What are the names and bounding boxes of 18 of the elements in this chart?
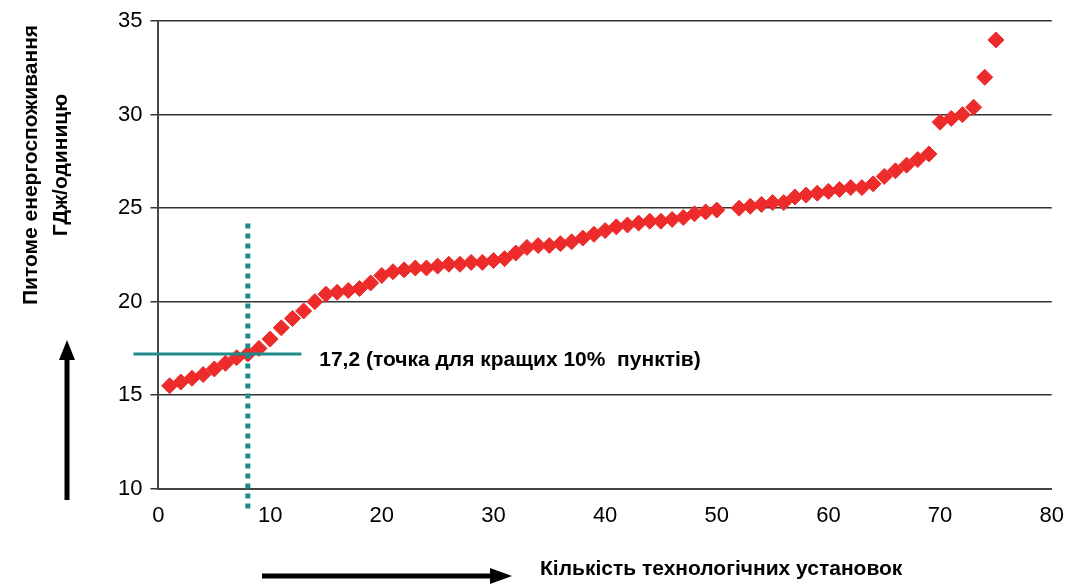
x-tick-label: 40 (592, 501, 618, 527)
ref-line-label: 17,2 (точка для кращих 10% пунктів) (319, 346, 701, 370)
x-tick-label: 60 (816, 501, 841, 527)
x-tick-label: 0 (152, 501, 165, 527)
y-tick-label: 15 (117, 381, 143, 407)
y-axis-title: Питоме енергоспоживання ГДж/одиницю (17, 23, 72, 308)
y-tick-label: 35 (117, 7, 143, 33)
x-tick-label: 20 (369, 501, 395, 527)
y-tick-label: 10 (117, 474, 143, 500)
y-tick-label: 20 (117, 287, 143, 313)
x-tick-label: 80 (1039, 501, 1065, 527)
x-tick-label: 70 (927, 501, 953, 527)
x-tick-label: 30 (481, 501, 506, 527)
x-tick-label: 10 (257, 501, 283, 527)
x-axis-title: Кількість технологічних установок (540, 556, 903, 580)
x-tick-label: 50 (704, 501, 730, 527)
y-tick-label: 30 (117, 100, 143, 126)
y-tick-label: 25 (117, 194, 143, 220)
